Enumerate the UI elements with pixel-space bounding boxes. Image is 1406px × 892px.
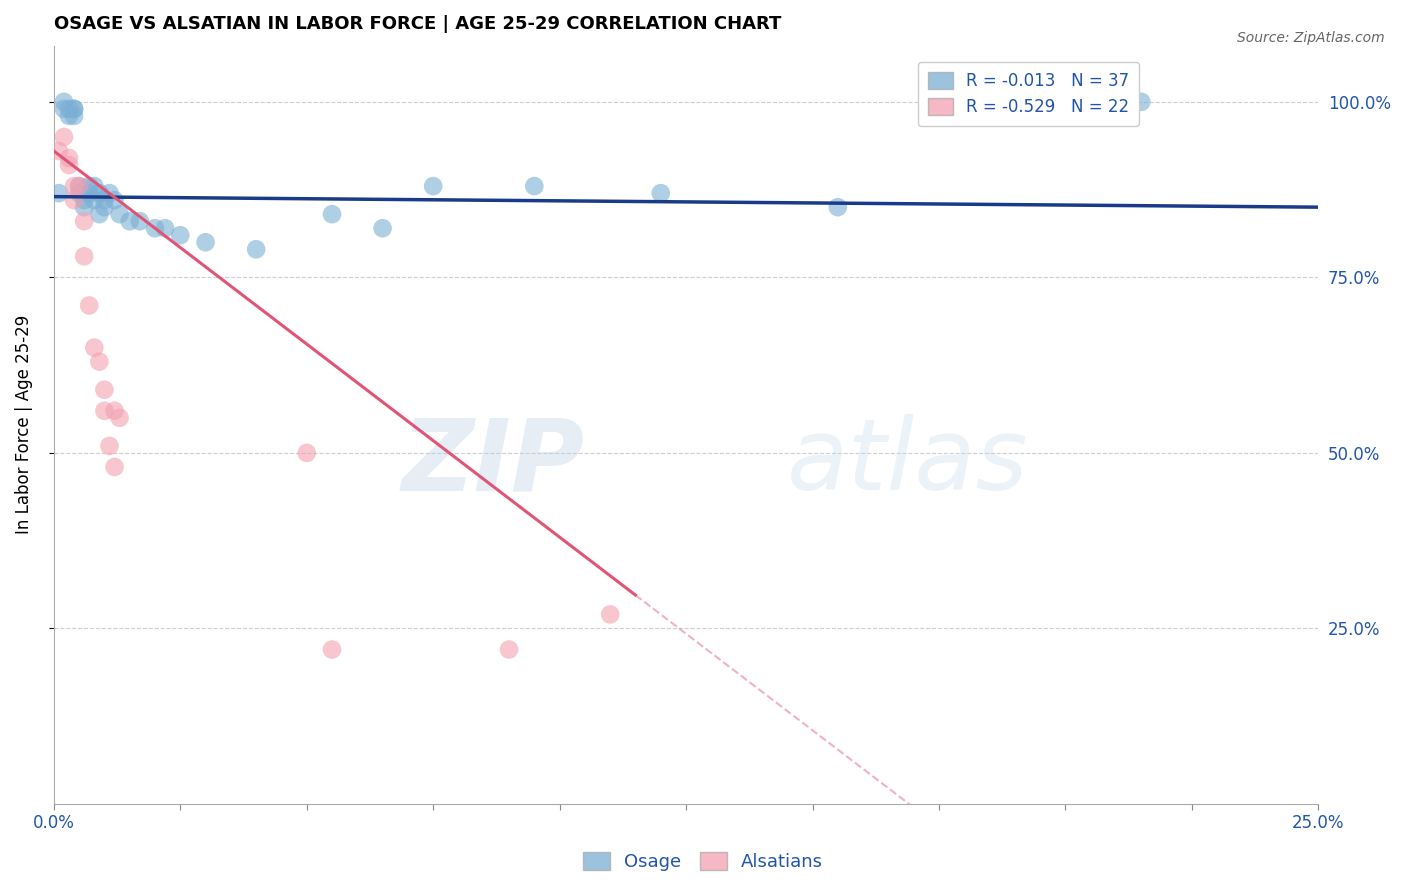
Point — [194, 235, 217, 250]
Point — [108, 207, 131, 221]
Point — [169, 228, 191, 243]
Point — [599, 607, 621, 622]
Legend: Osage, Alsatians: Osage, Alsatians — [575, 845, 831, 879]
Point — [108, 410, 131, 425]
Point — [73, 214, 96, 228]
Point — [48, 144, 70, 158]
Point — [58, 158, 80, 172]
Point — [93, 404, 115, 418]
Point — [93, 193, 115, 207]
Point — [73, 193, 96, 207]
Point — [58, 151, 80, 165]
Point — [63, 102, 86, 116]
Point — [245, 242, 267, 256]
Point — [63, 109, 86, 123]
Point — [143, 221, 166, 235]
Point — [103, 404, 125, 418]
Point — [83, 341, 105, 355]
Point — [295, 446, 318, 460]
Text: OSAGE VS ALSATIAN IN LABOR FORCE | AGE 25-29 CORRELATION CHART: OSAGE VS ALSATIAN IN LABOR FORCE | AGE 2… — [53, 15, 782, 33]
Point — [321, 642, 343, 657]
Point — [93, 200, 115, 214]
Point — [89, 354, 111, 368]
Point — [52, 102, 75, 116]
Point — [153, 221, 176, 235]
Point — [103, 193, 125, 207]
Legend: R = -0.013   N = 37, R = -0.529   N = 22: R = -0.013 N = 37, R = -0.529 N = 22 — [918, 62, 1139, 127]
Text: ZIP: ZIP — [402, 414, 585, 511]
Point — [89, 207, 111, 221]
Point — [827, 200, 849, 214]
Point — [83, 179, 105, 194]
Point — [63, 193, 86, 207]
Point — [73, 200, 96, 214]
Point — [52, 95, 75, 109]
Point — [77, 186, 100, 200]
Point — [498, 642, 520, 657]
Point — [1130, 95, 1153, 109]
Y-axis label: In Labor Force | Age 25-29: In Labor Force | Age 25-29 — [15, 315, 32, 534]
Point — [67, 179, 90, 194]
Point — [67, 186, 90, 200]
Point — [63, 102, 86, 116]
Text: atlas: atlas — [787, 414, 1029, 511]
Point — [73, 249, 96, 263]
Point — [58, 109, 80, 123]
Point — [89, 186, 111, 200]
Point — [650, 186, 672, 200]
Point — [422, 179, 444, 194]
Point — [523, 179, 546, 194]
Point — [67, 179, 90, 194]
Point — [63, 179, 86, 194]
Point — [48, 186, 70, 200]
Point — [93, 383, 115, 397]
Point — [103, 459, 125, 474]
Point — [128, 214, 150, 228]
Point — [58, 102, 80, 116]
Point — [77, 298, 100, 312]
Point — [77, 179, 100, 194]
Point — [371, 221, 394, 235]
Text: Source: ZipAtlas.com: Source: ZipAtlas.com — [1237, 31, 1385, 45]
Point — [98, 439, 121, 453]
Point — [118, 214, 141, 228]
Point — [98, 186, 121, 200]
Point — [83, 193, 105, 207]
Point — [52, 130, 75, 145]
Point — [321, 207, 343, 221]
